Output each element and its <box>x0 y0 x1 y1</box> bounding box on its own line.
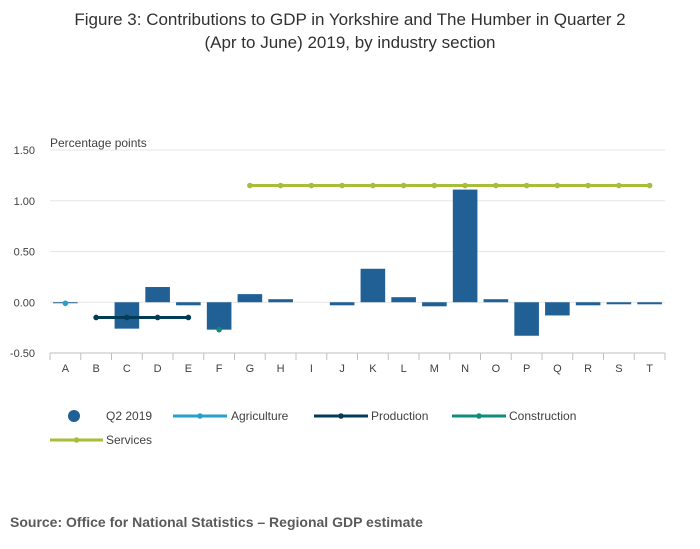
legend-marker-services <box>73 437 80 443</box>
legend-marker-production <box>338 413 344 419</box>
x-tick-label: M <box>430 363 439 375</box>
x-tick-label: L <box>401 363 407 375</box>
legend-label-production: Production <box>371 409 428 423</box>
x-tick-label: R <box>584 363 592 375</box>
x-tick-label: F <box>216 363 223 375</box>
x-tick-label: H <box>277 363 285 375</box>
legend: Q2 2019 Agriculture Production Construction… <box>50 409 576 447</box>
gridlines <box>50 149 665 303</box>
legend-label-q2-2019: Q2 2019 <box>106 409 152 423</box>
legend-label-construction: Construction <box>509 409 576 423</box>
production-point <box>154 314 161 321</box>
legend-label-agriculture: Agriculture <box>231 409 289 423</box>
bar-D <box>145 287 170 303</box>
y-tick-label: 1.00 <box>14 196 35 208</box>
x-tick-label: P <box>523 363 530 375</box>
bar-R <box>575 302 601 306</box>
bar-T <box>637 302 662 305</box>
services-point <box>554 182 561 189</box>
services-point <box>462 182 468 189</box>
services-point <box>646 182 653 189</box>
bar-F <box>206 302 232 330</box>
y-tick-label: 0.00 <box>14 297 35 309</box>
bar-M <box>422 302 447 307</box>
x-tick-label: O <box>492 363 501 375</box>
x-tick-label: Q <box>553 363 562 375</box>
y-tick-label: -0.50 <box>10 348 35 360</box>
chart-title-line-1: Figure 3: Contributions to GDP in Yorksh… <box>74 10 626 29</box>
services-point <box>493 182 499 189</box>
x-tick-label: S <box>615 363 622 375</box>
x-tick-label: B <box>92 363 99 375</box>
services-point <box>247 182 253 189</box>
bar-S <box>606 302 632 305</box>
bar-L <box>391 297 416 303</box>
bar-K <box>360 268 386 303</box>
bar-N <box>452 189 478 303</box>
bar-Q <box>545 302 570 316</box>
services-point <box>616 182 622 189</box>
x-axis: A B C D E F G H I J K L M N O P Q R S T <box>49 352 666 375</box>
chart-title: Figure 3: Contributions to GDP in Yorksh… <box>0 8 700 54</box>
construction-point <box>216 326 222 333</box>
y-tick-label: 0.50 <box>14 247 35 259</box>
services-point <box>523 182 530 189</box>
services-point <box>400 182 407 189</box>
production-point <box>185 314 192 321</box>
x-tick-label: A <box>62 363 70 375</box>
legend-swatch-q2-2019 <box>68 410 80 422</box>
services-point <box>370 182 376 189</box>
services-point <box>431 182 438 189</box>
x-tick-label: K <box>369 363 377 375</box>
x-tick-label: C <box>123 363 131 375</box>
legend-marker-agriculture <box>197 413 203 419</box>
x-tick-label: N <box>461 363 469 375</box>
production-point <box>124 314 130 321</box>
production-point <box>93 314 99 321</box>
bar-P <box>514 302 539 336</box>
y-axis-label: Percentage points <box>50 136 147 150</box>
x-tick-label: G <box>246 363 255 375</box>
x-tick-label: T <box>646 363 653 375</box>
x-tick-label: J <box>339 363 345 375</box>
x-tick-label: E <box>185 363 192 375</box>
bar-H <box>268 299 293 303</box>
bar-E <box>176 302 201 306</box>
line-series <box>62 182 653 333</box>
bar-G <box>237 294 263 303</box>
services-point <box>277 182 284 189</box>
legend-label-services: Services <box>106 433 152 447</box>
bar-O <box>483 299 509 303</box>
x-tick-label: I <box>310 363 313 375</box>
bar-series <box>53 189 662 336</box>
agriculture-point <box>62 300 69 307</box>
source-note: Source: Office for National Statistics –… <box>10 514 423 530</box>
services-point <box>585 182 591 189</box>
x-tick-label: D <box>154 363 162 375</box>
bar-J <box>329 302 355 306</box>
chart-title-line-2: (Apr to June) 2019, by industry section <box>204 33 496 52</box>
services-point <box>308 182 315 189</box>
services-point <box>339 182 345 189</box>
y-axis: -0.50 0.00 0.50 1.00 1.50 <box>10 145 35 360</box>
legend-marker-construction <box>476 413 482 419</box>
y-tick-label: 1.50 <box>14 145 35 157</box>
